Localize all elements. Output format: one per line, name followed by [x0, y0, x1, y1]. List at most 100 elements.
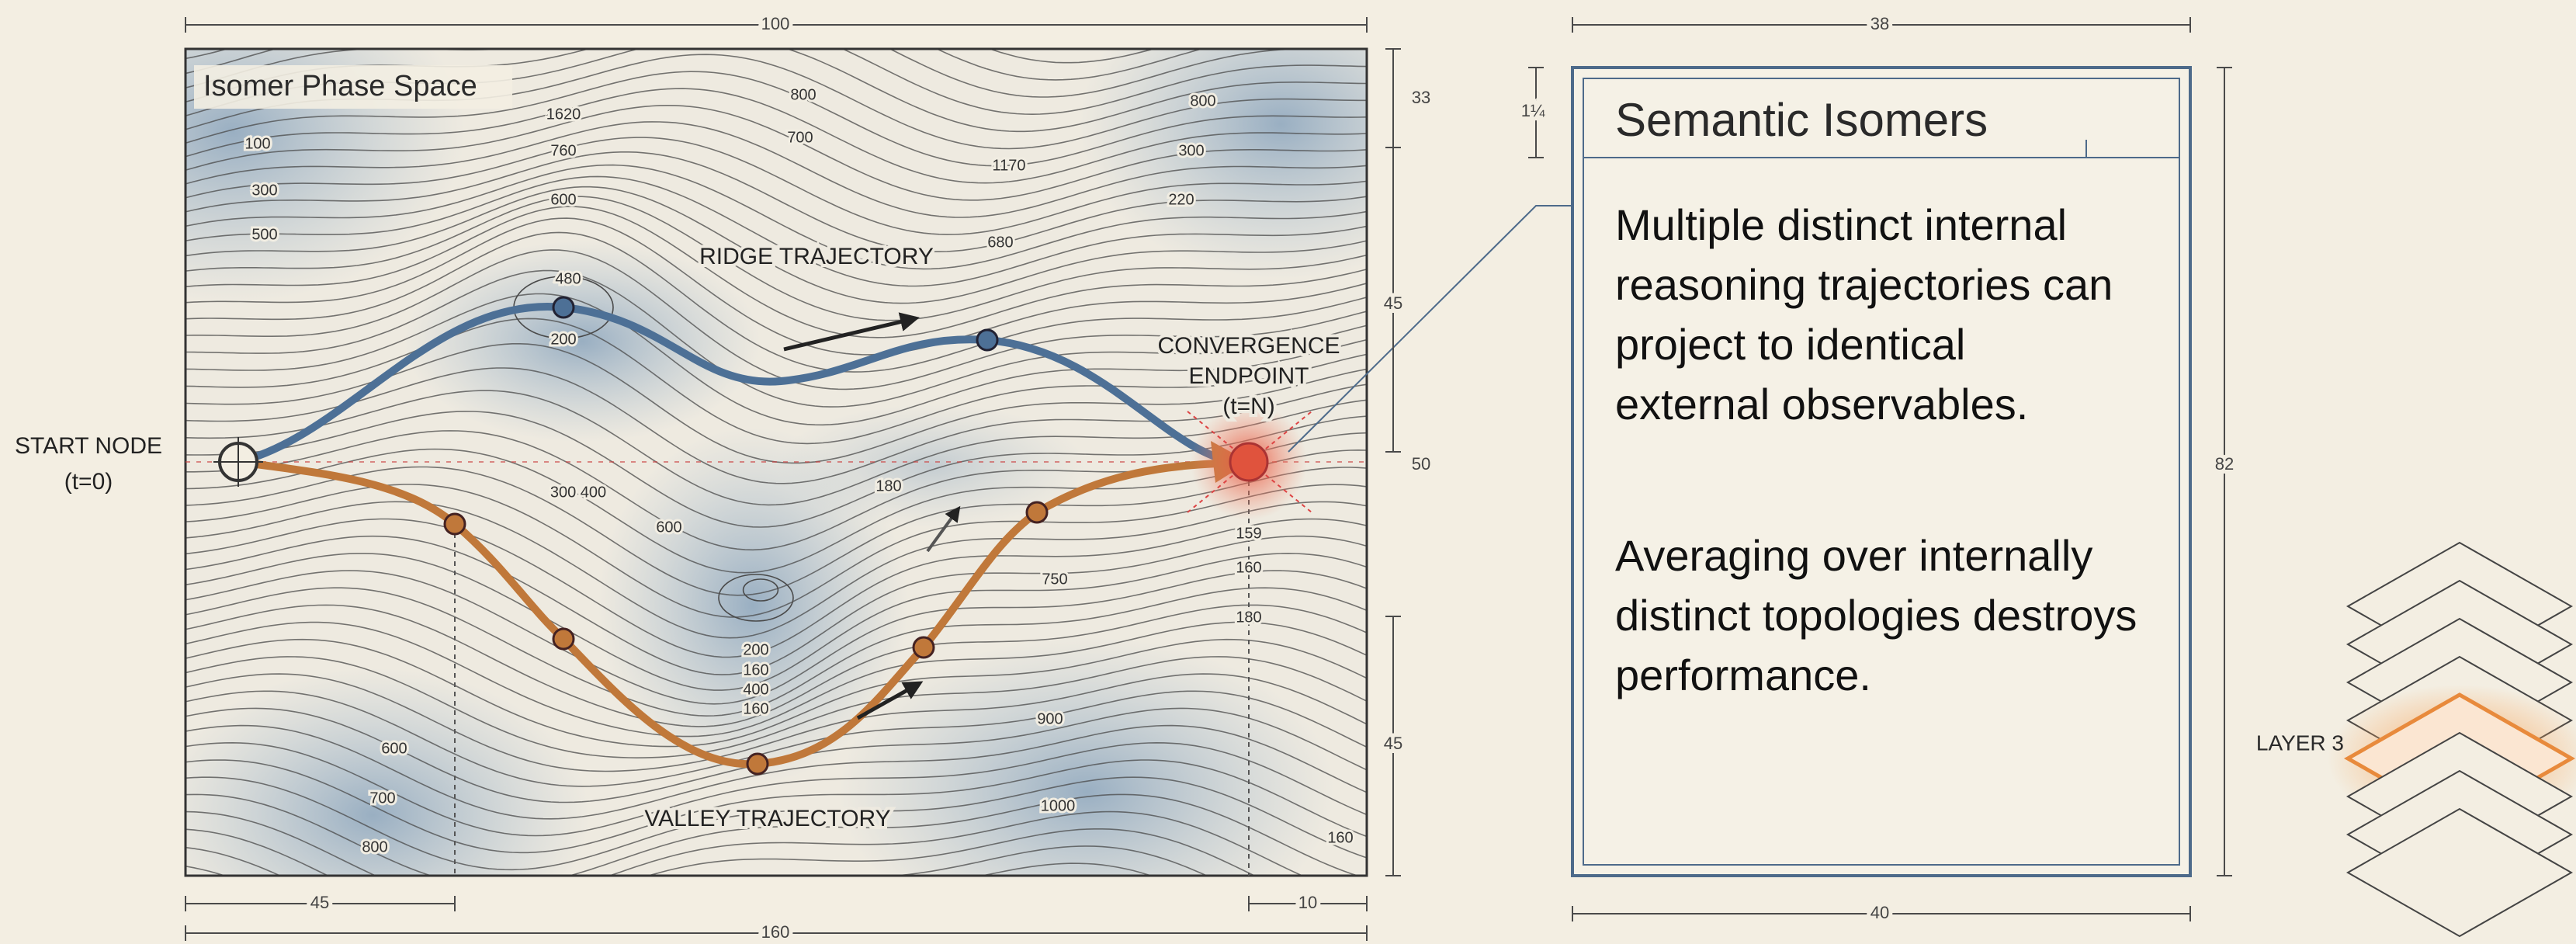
endpoint-label: ENDPOINT [1188, 363, 1309, 389]
card-text: Averaging over internally [1615, 531, 2092, 580]
contour-label: 750 [1042, 571, 1067, 588]
contour-label: 180 [1236, 609, 1261, 626]
contour-line [185, 621, 1367, 738]
contour-label: 300 [1178, 142, 1204, 159]
dimension-label: 45 [1384, 293, 1402, 313]
contour-label: 800 [1190, 92, 1215, 109]
contour-label: 100 [244, 135, 270, 152]
ridge-label: RIDGE TRAJECTORY [699, 244, 934, 269]
contour-line [185, 71, 1367, 167]
start-cross [213, 437, 263, 487]
contour-line [185, 501, 1367, 639]
endpoint-label: (t=N) [1222, 394, 1275, 419]
contour-line [185, 518, 1367, 658]
ridge-trajectory [234, 303, 1238, 466]
flow-arrow [926, 505, 961, 553]
contour-label: 680 [987, 234, 1013, 251]
contour-line [185, 49, 1367, 98]
contour-label: 1620 [546, 106, 581, 123]
contour-line [185, 466, 1367, 596]
flow-arrow [783, 312, 920, 352]
contour-line [185, 673, 1367, 772]
contour-label: 800 [362, 838, 387, 856]
contour-line [185, 552, 1367, 691]
layer [2345, 807, 2574, 938]
card [1571, 66, 2192, 877]
endpoint-node [1229, 442, 1269, 482]
contour-label: 700 [787, 129, 813, 146]
layer-label: LAYER 3 [2256, 731, 2344, 755]
contour-label: 160 [743, 661, 768, 678]
contour-label: 200 [550, 331, 576, 348]
contour-line [185, 570, 1367, 705]
contour-line [185, 776, 1367, 871]
contour-label: 900 [1037, 710, 1063, 727]
dimension-label: 100 [761, 14, 790, 33]
contour-line [185, 638, 1367, 748]
contour-label: 600 [656, 519, 681, 536]
contour-line [185, 759, 1367, 854]
contour-line [185, 793, 1360, 876]
contour-label: 480 [555, 270, 581, 287]
dimension-label: 45 [310, 893, 329, 912]
contour-line [185, 604, 1367, 727]
contour-label: 180 [875, 477, 901, 495]
contour-line [185, 121, 1367, 218]
contour-line [185, 186, 1367, 304]
dimension-label: 1¼ [1521, 101, 1545, 120]
card-text: external observables. [1615, 380, 2028, 429]
valley-label: VALLEY TRAJECTORY [644, 806, 890, 831]
contour-line [185, 217, 1367, 356]
contour-line [185, 175, 1367, 287]
contour-line [185, 88, 1367, 184]
contour-label: 1000 [1041, 797, 1076, 814]
card-text: performance. [1615, 651, 1871, 699]
card-text: project to identical [1615, 320, 1965, 369]
contour-line [185, 411, 1367, 528]
contour-line [185, 249, 1367, 390]
contour-line [185, 164, 1367, 270]
contour-label: 160 [743, 700, 768, 717]
contour-line [185, 137, 1367, 235]
map-title: Isomer Phase Space [203, 70, 477, 102]
contour-label: 300 400 [550, 484, 606, 501]
contour-line [185, 828, 1256, 876]
endpoint-label: CONVERGENCE [1157, 333, 1340, 359]
dimension-label: 10 [1298, 893, 1317, 912]
dimension-label: 82 [2215, 454, 2234, 474]
contour-ring [742, 578, 779, 602]
ridge-dots [552, 296, 999, 352]
contour-line [185, 845, 1208, 876]
card-text: Multiple distinct internal [1615, 200, 2067, 249]
dimension-label: 160 [761, 922, 790, 942]
contour-label: 160 [1236, 559, 1261, 576]
contour-label: 760 [550, 142, 576, 159]
contour-label: 400 [743, 681, 768, 698]
contour-label: 200 [743, 641, 768, 658]
card-text: reasoning trajectories can [1615, 260, 2113, 309]
contour-line [185, 196, 1367, 321]
card-title: Semantic Isomers [1615, 94, 1988, 146]
valley-dots [443, 501, 1049, 776]
contour-label: 700 [369, 790, 395, 807]
contour-label: 500 [251, 226, 277, 243]
contour-ring [718, 574, 794, 622]
contour-line [185, 724, 1367, 820]
start-label: START NODE [15, 433, 162, 459]
contour-line [185, 104, 1367, 201]
flow-arrow [856, 681, 924, 720]
contour-label: 600 [381, 740, 407, 757]
contour-label: 600 [550, 191, 576, 208]
dimension-label: 40 [1870, 903, 1889, 922]
contour-line [185, 810, 1304, 876]
contour-line [185, 318, 1367, 445]
contour-line [185, 293, 1367, 426]
dimension-label: 33 [1412, 88, 1430, 107]
map-area [185, 49, 1367, 876]
contour-label: 1170 [992, 157, 1025, 174]
dimension-label: 50 [1412, 454, 1430, 474]
contour-line [185, 656, 1367, 759]
contour-line [185, 151, 1367, 252]
contour-line [185, 269, 1367, 408]
contour-line [185, 231, 1367, 373]
